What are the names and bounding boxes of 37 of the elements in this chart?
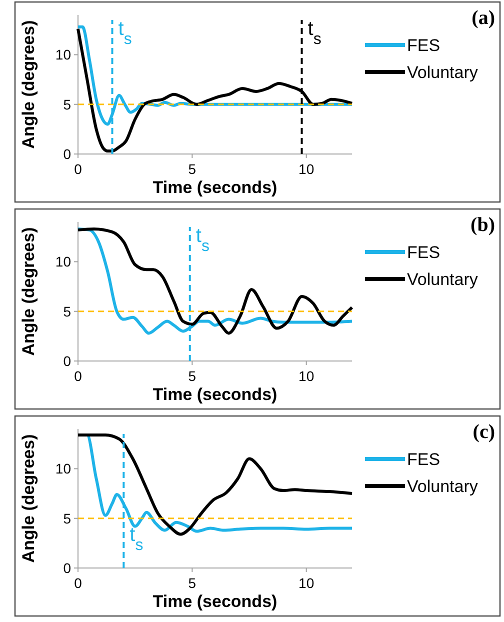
x-tick-label: 10 xyxy=(298,161,314,177)
x-tick-label: 5 xyxy=(188,575,196,591)
x-axis-title: Time (seconds) xyxy=(152,385,278,404)
x-tick-label: 0 xyxy=(74,575,82,591)
y-tick-label: 0 xyxy=(63,352,72,369)
x-tick-label: 5 xyxy=(188,161,196,177)
y-tick-label: 0 xyxy=(63,146,72,162)
annotation: t$_{s}$ xyxy=(130,524,144,554)
x-tick-label: 10 xyxy=(298,575,314,591)
text: (c) xyxy=(472,421,495,443)
y-axis-title: Angle (degrees) xyxy=(19,434,38,563)
y-tick-label: 10 xyxy=(55,254,72,270)
y-axis-title: Angle (degrees) xyxy=(19,20,38,149)
legend-label: Voluntary xyxy=(407,270,478,289)
annotation: t$_{s}$ xyxy=(118,18,132,48)
y-tick-label: 5 xyxy=(63,96,72,112)
y-axis-title: Angle (degrees) xyxy=(19,227,38,356)
text: (a) xyxy=(472,7,495,29)
legend-label: FES xyxy=(407,242,440,262)
x-axis-title: Time (seconds) xyxy=(152,178,278,197)
legend-label: Voluntary xyxy=(407,62,478,82)
legend-label: FES xyxy=(407,36,440,55)
x-tick-label: 10 xyxy=(298,368,314,384)
annotation: t$_{s}$ xyxy=(196,224,210,254)
x-tick-label: 5 xyxy=(188,368,196,384)
y-tick-label: 10 xyxy=(55,46,72,63)
x-tick-label: 0 xyxy=(74,161,82,177)
x-axis-title: Time (seconds) xyxy=(152,592,278,611)
y-tick-label: 5 xyxy=(63,510,72,526)
x-tick-label: 0 xyxy=(74,368,82,384)
text: (b) xyxy=(470,214,495,236)
annotation: t$_{s}$ xyxy=(308,18,322,48)
legend-label: Voluntary xyxy=(407,476,478,496)
y-tick-label: 0 xyxy=(63,560,72,576)
y-tick-label: 10 xyxy=(55,460,72,477)
legend-label: FES xyxy=(407,450,440,469)
y-tick-label: 5 xyxy=(63,303,72,320)
